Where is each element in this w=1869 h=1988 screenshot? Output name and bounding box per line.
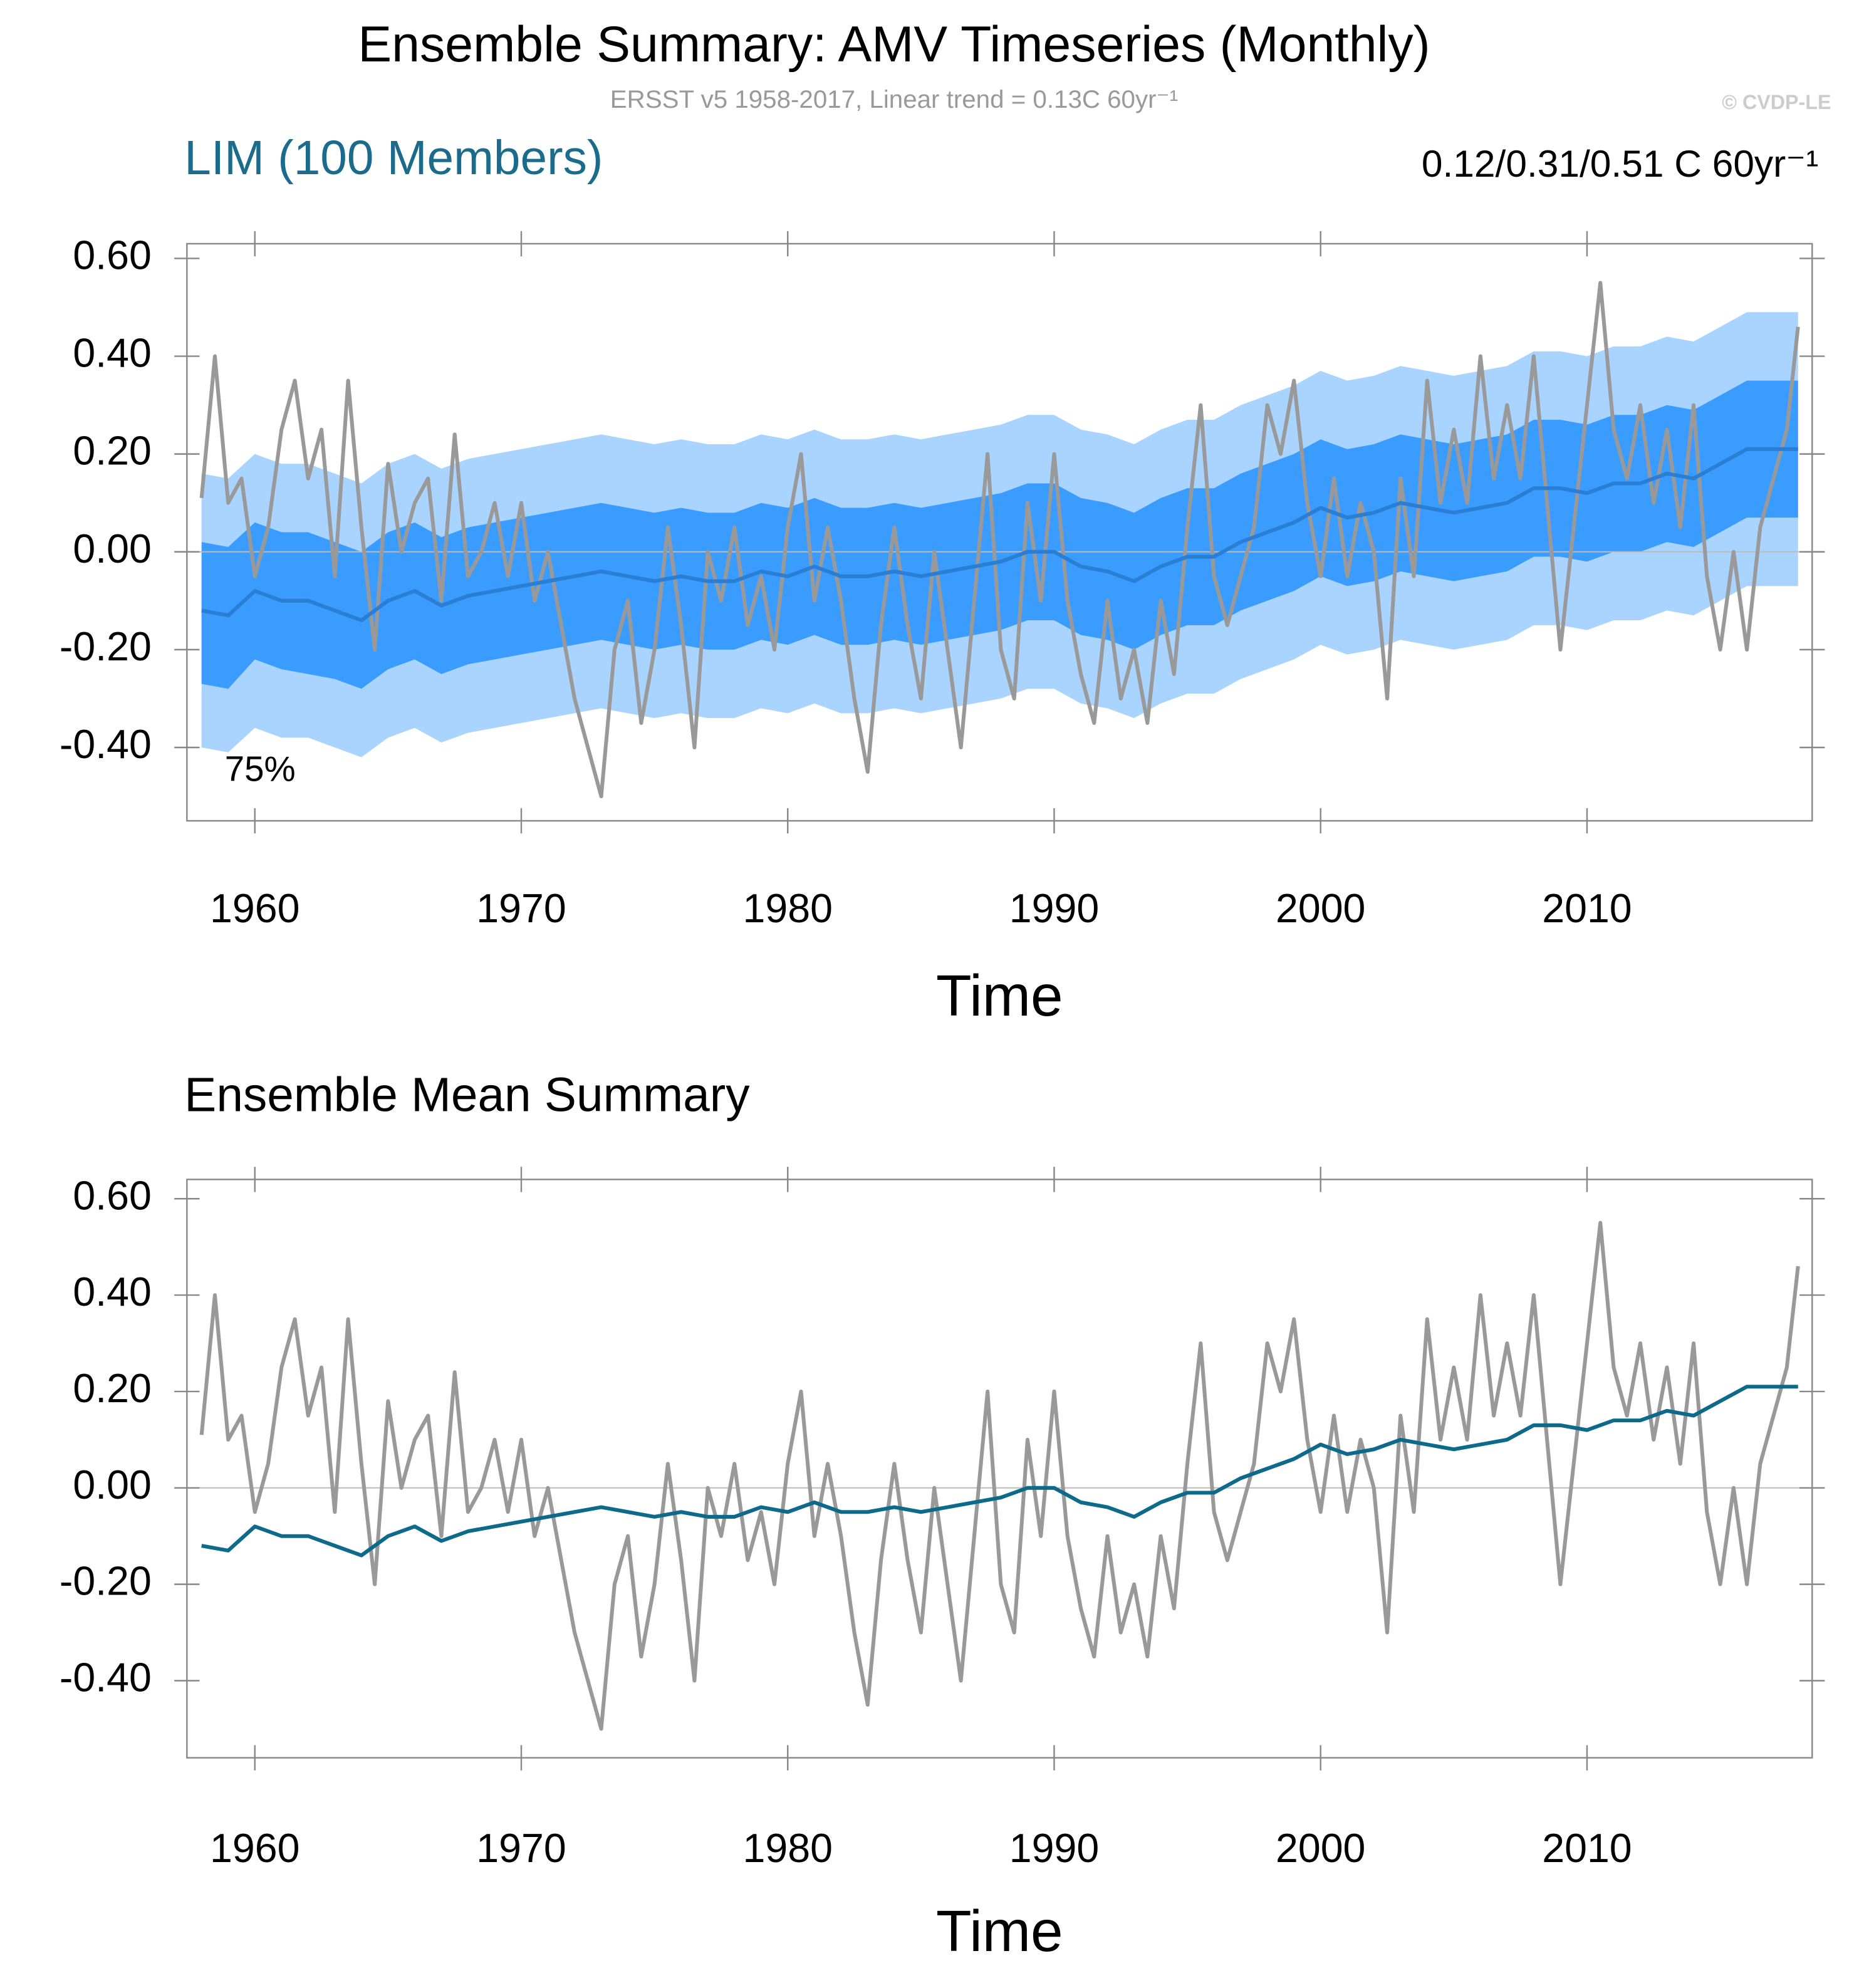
x-tick-label: 1960 xyxy=(210,1826,299,1871)
series-line xyxy=(201,1385,1798,1558)
percentile-note: 75% xyxy=(225,749,296,788)
series-line xyxy=(199,1220,1800,1731)
x-tick-label: 1990 xyxy=(1009,1826,1099,1871)
x-tick-label: 2010 xyxy=(1542,886,1632,931)
panel-title: LIM (100 Members) xyxy=(184,132,603,185)
trend-summary: 0.12/0.31/0.51 C 60yr⁻¹ xyxy=(1422,142,1818,185)
plot-frame xyxy=(186,1179,1813,1759)
y-tick-label: 0.60 xyxy=(73,232,152,278)
y-tick-label: -0.20 xyxy=(60,1559,152,1604)
y-tick-label: -0.40 xyxy=(60,722,152,767)
x-axis-label: Time xyxy=(936,963,1063,1028)
x-tick-label: 1990 xyxy=(1009,886,1099,931)
y-tick-label: 0.40 xyxy=(73,331,152,376)
x-tick-label: 2000 xyxy=(1276,886,1365,931)
x-tick-label: 1980 xyxy=(743,1826,833,1871)
y-tick-label: 0.00 xyxy=(73,526,152,571)
series-line xyxy=(199,281,1800,799)
x-tick-label: 1970 xyxy=(476,1826,566,1871)
x-tick-label: 1970 xyxy=(476,886,566,931)
x-tick-label: 2010 xyxy=(1542,1826,1632,1871)
spread-band xyxy=(201,380,1798,689)
panel-title: Ensemble Mean Summary xyxy=(184,1069,750,1122)
series-line xyxy=(201,447,1798,623)
x-tick-label: 1980 xyxy=(743,886,833,931)
plot-frame xyxy=(186,242,1813,822)
y-tick-label: -0.20 xyxy=(60,624,152,669)
x-axis-label: Time xyxy=(936,1898,1063,1964)
figure-title: Ensemble Summary: AMV Timeseries (Monthl… xyxy=(358,16,1430,73)
y-tick-label: 0.00 xyxy=(73,1462,152,1507)
y-tick-label: 0.40 xyxy=(73,1269,152,1314)
x-tick-label: 2000 xyxy=(1276,1826,1365,1871)
x-tick-label: 1960 xyxy=(210,886,299,931)
y-tick-label: 0.60 xyxy=(73,1173,152,1218)
subtitle: ERSST v5 1958-2017, Linear trend = 0.13C… xyxy=(610,85,1178,113)
y-tick-label: 0.20 xyxy=(73,429,152,474)
y-tick-label: 0.20 xyxy=(73,1366,152,1411)
y-tick-label: -0.40 xyxy=(60,1655,152,1700)
watermark: © CVDP-LE xyxy=(1722,91,1831,113)
